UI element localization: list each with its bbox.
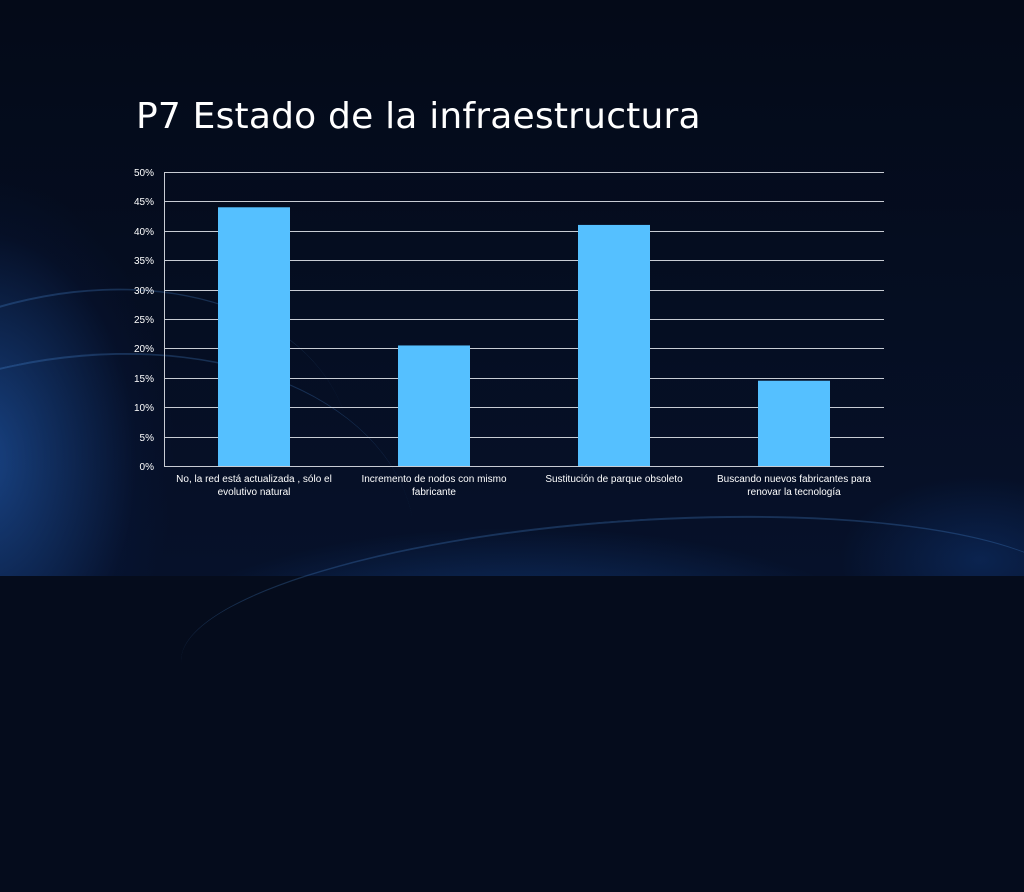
y-tick-label: 15%	[134, 374, 154, 385]
y-tick-label: 0%	[140, 462, 155, 473]
x-category-label: Buscando nuevos fabricantes para renovar…	[717, 474, 871, 498]
x-category-label: Incremento de nodos con mismo fabricante	[361, 474, 507, 498]
y-tick-label: 10%	[134, 403, 154, 414]
slide-title: P7 Estado de la infraestructura	[136, 96, 701, 137]
x-axis-labels: No, la red está actualizada , sólo el ev…	[176, 474, 871, 498]
bar	[758, 380, 830, 466]
x-category-label-box: Incremento de nodos con mismo fabricante	[361, 474, 507, 498]
bar	[578, 224, 650, 466]
bar	[218, 207, 290, 466]
bar	[398, 345, 470, 466]
x-category-label: Sustitución de parque obsoleto	[545, 474, 683, 485]
y-tick-label: 35%	[134, 256, 154, 267]
x-category-label-box: No, la red está actualizada , sólo el ev…	[176, 474, 332, 498]
y-tick-label: 30%	[134, 286, 154, 297]
y-tick-label: 40%	[134, 227, 154, 238]
bars	[218, 207, 830, 466]
y-tick-label: 5%	[140, 433, 155, 444]
x-category-label: No, la red está actualizada , sólo el ev…	[176, 474, 332, 498]
bar-chart: 0% 5% 10% 15% 20% 25% 30% 35% 40% 45% 50% No, la r…	[134, 168, 884, 498]
y-tick-label: 25%	[134, 315, 154, 326]
y-tick-label: 50%	[134, 168, 154, 179]
x-category-label-box: Buscando nuevos fabricantes para renovar…	[717, 474, 871, 498]
background-gradient	[0, 0, 1024, 576]
x-category-label-box: Sustitución de parque obsoleto	[545, 474, 683, 485]
y-tick-label: 45%	[134, 197, 154, 208]
y-axis-labels: 0% 5% 10% 15% 20% 25% 30% 35% 40% 45% 50%	[134, 168, 154, 473]
y-tick-label: 20%	[134, 344, 154, 355]
